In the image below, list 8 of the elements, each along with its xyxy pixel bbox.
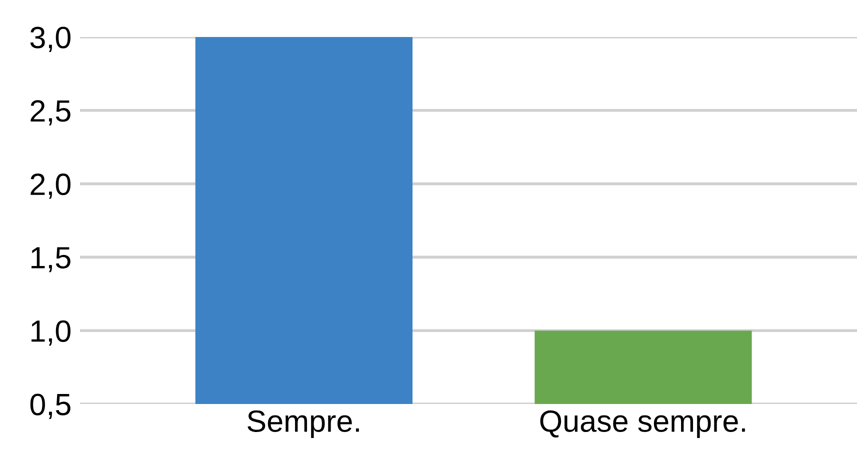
y-tick-label: 1,0 (32, 320, 70, 346)
y-tick-label: 1,5 (32, 247, 70, 272)
x-tick-label: Quase sempre. (540, 410, 745, 438)
y-tick-label: 0,5 (30, 394, 70, 419)
x-tick-label: Sempre. (248, 410, 359, 438)
y-tick-label: 3,0 (30, 26, 70, 52)
y-tick-label: 2,5 (30, 100, 70, 126)
y-tick-label: 2,0 (30, 174, 70, 199)
